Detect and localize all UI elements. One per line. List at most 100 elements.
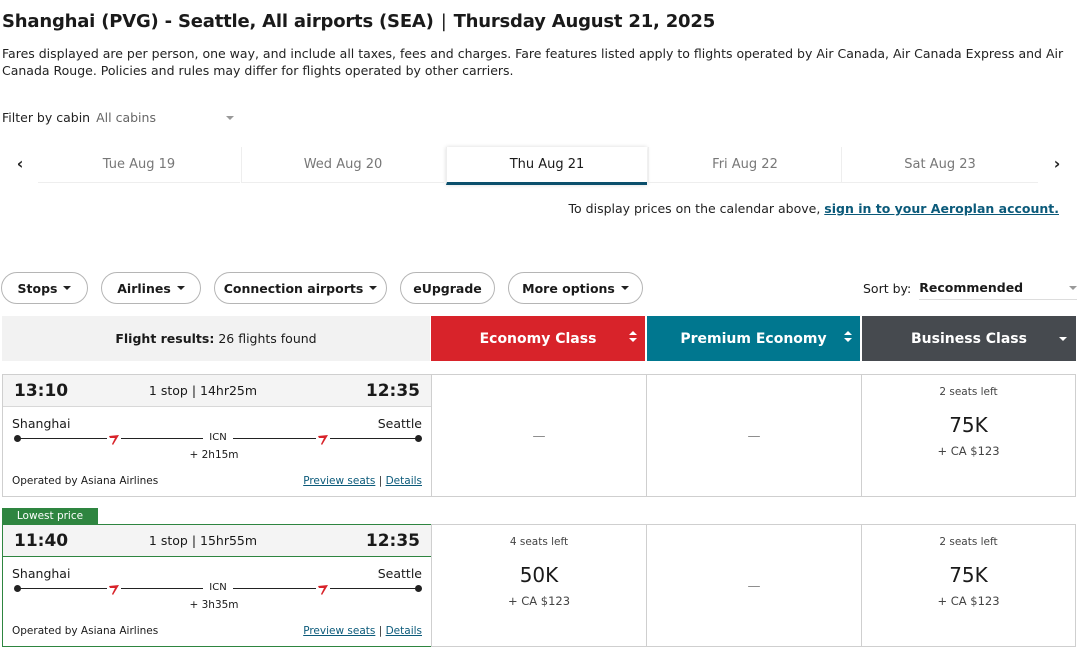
flight-links: Preview seats | Details	[303, 625, 422, 637]
caret-down-icon	[63, 286, 72, 290]
filter-bar: Stops Airlines Connection airports eUpgr…	[0, 272, 643, 304]
chevron-left-icon[interactable]: ‹	[16, 154, 24, 173]
signin-note: To display prices on the calendar above,…	[569, 201, 1059, 216]
more-options-button[interactable]: More options	[508, 272, 643, 304]
preview-seats-link[interactable]: Preview seats	[303, 475, 376, 487]
connection-airports-filter-button[interactable]: Connection airports	[214, 272, 387, 304]
airlines-filter-label: Airlines	[117, 280, 171, 296]
date-tab-aug-21[interactable]: Thu Aug 21	[446, 147, 647, 185]
origin-dot-icon	[14, 585, 21, 592]
premium-economy-fare-cell[interactable]: —	[647, 524, 862, 647]
lowest-price-badge: Lowest price	[2, 508, 98, 524]
airline-tail-icon	[107, 581, 121, 595]
eupgrade-filter-label: eUpgrade	[413, 280, 482, 296]
sort-arrows-icon	[629, 331, 637, 342]
unavailable-dash: —	[532, 429, 546, 444]
points-price: 50K	[519, 563, 559, 587]
date-tab-aug-19[interactable]: Tue Aug 19	[38, 147, 240, 183]
chevron-down-icon	[1069, 285, 1078, 290]
route-title: Shanghai (PVG) - Seattle, All airports (…	[2, 11, 434, 32]
date-navigation: ‹ Tue Aug 19 Wed Aug 20 Thu Aug 21 Fri A…	[0, 147, 1080, 185]
airline-tail-icon	[316, 581, 330, 595]
economy-fare-cell[interactable]: 4 seats left 50K + CA $123	[431, 524, 647, 647]
stops-filter-button[interactable]: Stops	[1, 272, 88, 304]
operated-by: Operated by Asiana Airlines	[12, 625, 159, 637]
flight-row[interactable]: 13:10 1 stop | 14hr25m 12:35 Shanghai Se…	[0, 374, 1080, 497]
link-separator: |	[378, 475, 383, 487]
connection-airports-filter-label: Connection airports	[223, 280, 364, 296]
destination-city: Seattle	[377, 416, 422, 431]
seats-left: 2 seats left	[939, 536, 998, 548]
premium-economy-fare-cell[interactable]: —	[647, 374, 862, 497]
flight-links: Preview seats | Details	[303, 475, 422, 487]
airlines-filter-button[interactable]: Airlines	[101, 272, 201, 304]
flight-row[interactable]: 11:40 1 stop | 15hr55m 12:35 Shanghai Se…	[0, 524, 1080, 647]
cabin-filter: Filter by cabin All cabins	[2, 110, 235, 125]
unavailable-dash: —	[747, 429, 761, 444]
origin-city: Shanghai	[12, 566, 71, 581]
chevron-right-icon[interactable]: ›	[1053, 154, 1061, 173]
details-link[interactable]: Details	[385, 475, 422, 487]
sort-down-icon	[1059, 337, 1067, 341]
flight-times: 11:40 1 stop | 15hr55m 12:35	[3, 525, 431, 557]
sort-select[interactable]: Recommended	[919, 276, 1078, 300]
seats-left: 4 seats left	[509, 536, 569, 548]
link-separator: |	[378, 625, 383, 637]
sort-arrows-icon	[844, 331, 852, 342]
preview-seats-link[interactable]: Preview seats	[303, 625, 376, 637]
date-tab-aug-22[interactable]: Fri Aug 22	[648, 147, 841, 183]
stops-filter-label: Stops	[17, 280, 58, 296]
title-separator: |	[440, 11, 447, 32]
cabin-filter-value: All cabins	[96, 110, 156, 125]
layover-duration: + 3h35m	[189, 599, 239, 611]
travel-date: Thursday August 21, 2025	[453, 11, 716, 32]
points-price: 75K	[949, 563, 988, 587]
fare-note: Fares displayed are per person, one way,…	[2, 46, 1064, 78]
eupgrade-filter-button[interactable]: eUpgrade	[400, 272, 495, 304]
flight-times: 13:10 1 stop | 14hr25m 12:35	[3, 375, 431, 407]
economy-class-header[interactable]: Economy Class	[431, 316, 645, 361]
signin-text: To display prices on the calendar above,	[568, 201, 821, 216]
route-line: ICN	[14, 431, 422, 445]
date-tab-aug-23[interactable]: Sat Aug 23	[841, 147, 1038, 183]
destination-dot-icon	[415, 435, 422, 442]
flight-summary: 1 stop | 14hr25m	[148, 383, 258, 398]
seats-left: 2 seats left	[939, 386, 998, 398]
origin-dot-icon	[14, 435, 21, 442]
page-title: Shanghai (PVG) - Seattle, All airports (…	[2, 11, 715, 32]
departure-time: 11:40	[14, 530, 69, 551]
details-link[interactable]: Details	[385, 625, 422, 637]
results-count-value: 26 flights found	[218, 331, 317, 346]
departure-time: 13:10	[14, 380, 69, 401]
flight-info[interactable]: 13:10 1 stop | 14hr25m 12:35 Shanghai Se…	[2, 374, 432, 497]
destination-dot-icon	[415, 585, 422, 592]
results-header: Flight results: 26 flights found Economy…	[0, 316, 1080, 361]
signin-link[interactable]: sign in to your Aeroplan account.	[824, 201, 1059, 216]
caret-down-icon	[176, 286, 185, 290]
caret-down-icon	[369, 286, 378, 290]
business-class-label: Business Class	[911, 330, 1027, 347]
cash-price: + CA $123	[937, 594, 1000, 608]
flight-summary: 1 stop | 15hr55m	[148, 533, 258, 548]
airline-tail-icon	[107, 431, 121, 445]
date-tab-aug-20[interactable]: Wed Aug 20	[241, 147, 444, 183]
operated-by: Operated by Asiana Airlines	[12, 475, 159, 487]
arrival-time: 12:35	[365, 380, 420, 401]
premium-economy-header[interactable]: Premium Economy	[647, 316, 860, 361]
cabin-filter-select[interactable]: All cabins	[96, 110, 235, 125]
business-class-header[interactable]: Business Class	[862, 316, 1076, 361]
sort-label: Sort by:	[863, 280, 912, 296]
business-fare-cell[interactable]: 2 seats left 75K + CA $123	[862, 524, 1076, 647]
airline-tail-icon	[316, 431, 330, 445]
economy-fare-cell[interactable]: —	[431, 374, 647, 497]
sort-value: Recommended	[919, 280, 1024, 295]
premium-economy-label: Premium Economy	[680, 330, 827, 347]
flight-info[interactable]: 11:40 1 stop | 15hr55m 12:35 Shanghai Se…	[2, 524, 432, 647]
cabin-filter-label: Filter by cabin	[2, 110, 91, 125]
business-fare-cell[interactable]: 2 seats left 75K + CA $123	[862, 374, 1076, 497]
results-label: Flight results:	[115, 331, 215, 346]
connection-airport: ICN	[203, 431, 233, 445]
chevron-down-icon	[226, 115, 235, 120]
results-count: Flight results: 26 flights found	[2, 316, 430, 361]
route-line: ICN	[14, 581, 422, 595]
